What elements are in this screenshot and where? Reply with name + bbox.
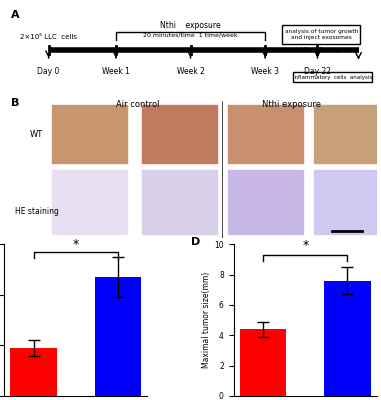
Bar: [228, 105, 303, 163]
FancyBboxPatch shape: [293, 72, 371, 82]
Bar: [228, 170, 303, 234]
Text: A: A: [11, 10, 20, 20]
Text: *: *: [302, 239, 309, 252]
Text: 20 minutes/time  1 time/week: 20 minutes/time 1 time/week: [143, 32, 238, 37]
Text: Nthi exposure: Nthi exposure: [262, 100, 321, 108]
Text: Day 22: Day 22: [304, 66, 331, 76]
Text: WT: WT: [30, 130, 43, 139]
Text: Nthi    exposure: Nthi exposure: [160, 21, 221, 30]
Bar: [52, 105, 127, 163]
FancyBboxPatch shape: [282, 25, 360, 44]
Text: Week 3: Week 3: [251, 66, 279, 76]
Bar: [314, 170, 381, 234]
Bar: [142, 105, 217, 163]
Text: inflammatory  cells  analysis: inflammatory cells analysis: [293, 74, 372, 80]
Text: D: D: [190, 237, 200, 247]
Text: After  2  days: After 2 days: [299, 47, 343, 53]
Text: 2×10⁵ LLC  cells: 2×10⁵ LLC cells: [20, 34, 77, 40]
Text: Week 1: Week 1: [102, 66, 130, 76]
Bar: [94, 277, 141, 396]
Bar: [10, 348, 57, 396]
Bar: [324, 281, 371, 396]
Text: Day 0: Day 0: [37, 66, 60, 76]
Text: B: B: [11, 98, 20, 108]
Bar: [52, 170, 127, 234]
Text: Week 2: Week 2: [176, 66, 205, 76]
Bar: [314, 105, 381, 163]
Text: HE staining: HE staining: [15, 208, 59, 216]
Text: *: *: [72, 238, 79, 251]
Bar: [142, 170, 217, 234]
Bar: [240, 329, 287, 396]
Text: analysis of tumor growth
and inject exosomes: analysis of tumor growth and inject exos…: [285, 29, 358, 40]
Y-axis label: Maximal tumor size(mm): Maximal tumor size(mm): [202, 272, 211, 368]
Text: Air control: Air control: [117, 100, 160, 108]
